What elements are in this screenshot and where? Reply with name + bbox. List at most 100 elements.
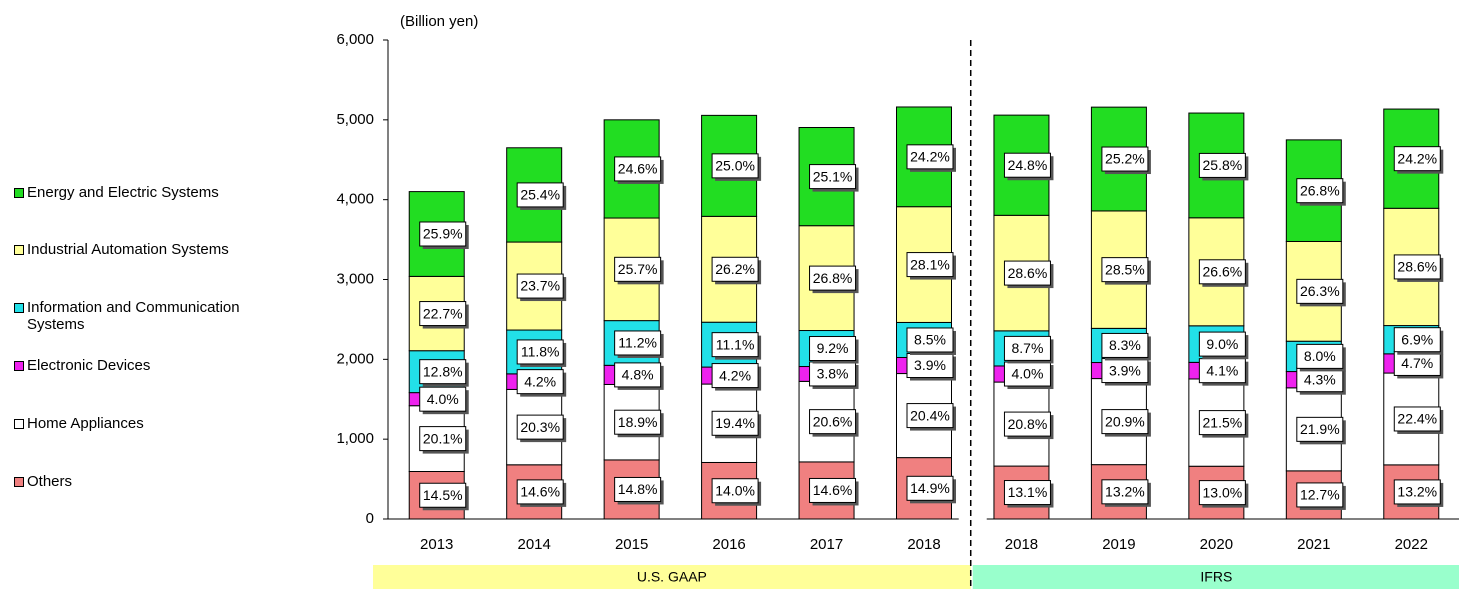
label-box [1296,278,1344,304]
data-label: 21.9% [1300,421,1340,437]
data-label: 14.0% [715,482,755,498]
label-box [516,369,564,395]
label-box [711,363,759,389]
data-label: 22.4% [1397,411,1437,427]
label-box [1296,343,1344,369]
data-label: 4.8% [622,367,654,383]
data-label: 4.2% [719,367,751,383]
x-tick-label: 2016 [712,536,745,553]
legend-swatch [14,245,24,255]
label-box [906,144,954,170]
data-label: 4.7% [1401,355,1433,371]
label-box [1003,411,1051,437]
data-label: 12.7% [1300,487,1340,503]
data-label: 9.2% [817,340,849,356]
data-label: 25.7% [618,261,658,277]
y-tick-label: 2,000 [336,350,374,367]
label-box [1198,331,1246,357]
label-box [419,359,467,385]
data-label: 21.5% [1203,414,1243,430]
label-box [1003,480,1051,506]
data-label: 25.2% [1105,151,1145,167]
data-label: 9.0% [1206,336,1238,352]
data-label: 11.1% [716,336,755,352]
label-box [1393,327,1441,353]
data-label: 8.0% [1304,348,1336,364]
label-box [419,482,467,508]
label-box [614,409,662,435]
legend-swatch [14,303,24,313]
data-label: 13.1% [1008,484,1048,500]
label-box [809,409,857,435]
label-box [1003,260,1051,286]
legend-item: Industrial Automation Systems [14,241,289,258]
label-box [1296,178,1344,204]
data-label: 24.6% [618,161,658,177]
group-band [972,565,1459,589]
data-label: 28.6% [1008,265,1048,281]
data-label: 20.3% [520,419,560,435]
label-box [711,332,759,358]
label-box [419,426,467,452]
data-label: 24.8% [1008,157,1048,173]
data-label: 26.2% [715,261,755,277]
data-label: 25.8% [1203,157,1243,173]
group-label: IFRS [1200,569,1232,585]
data-label: 8.5% [914,332,946,348]
data-label: 19.4% [715,415,755,431]
label-box [711,153,759,179]
data-label: 25.1% [813,168,853,184]
data-label: 20.4% [910,407,950,423]
label-box [809,336,857,362]
label-box [419,301,467,327]
label-box [809,265,857,291]
data-label: 11.8% [521,344,560,360]
data-label: 20.6% [813,413,853,429]
data-label: 13.2% [1105,484,1145,500]
legend-label: Others [27,473,73,490]
data-label: 8.7% [1011,340,1043,356]
label-box [1393,479,1441,505]
x-tick-label: 2018 [907,536,940,553]
label-box [1296,482,1344,508]
label-box [516,414,564,440]
y-tick-label: 3,000 [336,270,374,287]
label-box [516,182,564,208]
label-box [711,410,759,436]
label-box [906,403,954,429]
legend-label: Information and Communication Systems [27,299,240,333]
label-box [1101,257,1149,283]
data-label: 25.0% [715,158,755,174]
x-tick-label: 2022 [1395,536,1428,553]
data-label: 14.9% [910,480,950,496]
label-box [614,256,662,282]
group-band [373,565,971,589]
label-box [1393,350,1441,376]
legend-item: Others [14,473,289,490]
data-label: 25.9% [423,226,463,242]
label-box [809,477,857,503]
data-label: 18.9% [618,414,658,430]
label-box [614,362,662,388]
data-label: 14.6% [520,484,560,500]
x-tick-label: 2017 [810,536,843,553]
label-box [1101,332,1149,358]
label-box [1296,416,1344,442]
label-box [1198,480,1246,506]
label-box [1198,152,1246,178]
legend-swatch [14,188,24,198]
unit-label: (Billion yen) [400,13,478,30]
label-box [711,256,759,282]
legend-item: Energy and Electric Systems [14,184,289,201]
data-label: 26.8% [813,270,853,286]
data-label: 24.2% [1397,150,1437,166]
data-label: 28.6% [1397,259,1437,275]
label-box [1101,146,1149,172]
legend-swatch [14,419,24,429]
label-box [516,273,564,299]
label-box [1101,358,1149,384]
data-label: 23.7% [520,278,560,294]
data-label: 13.0% [1203,484,1243,500]
label-box [809,164,857,190]
label-box [809,361,857,387]
